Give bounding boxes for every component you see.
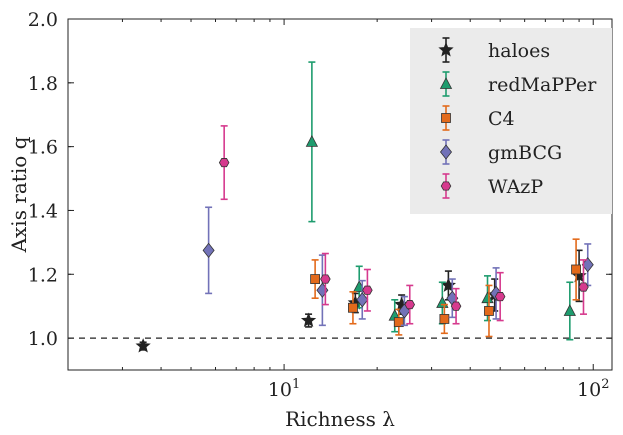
data-point (356, 292, 369, 308)
x-tick-exponent: 2 (601, 377, 609, 392)
legend-marker (439, 77, 453, 89)
data-point (571, 267, 587, 283)
legend-marker (440, 181, 452, 191)
legend-label: gmBCG (488, 142, 562, 164)
data-point (481, 291, 494, 304)
legend-label: haloes (488, 40, 550, 62)
legend: haloes redMaPPer C4 gmBCG WAzP (410, 28, 612, 214)
data-point (484, 306, 494, 316)
data-point (347, 294, 363, 310)
data-point (450, 301, 462, 311)
data-point (362, 285, 373, 295)
legend-item-c4: C4 (441, 105, 515, 131)
legend-marker (438, 42, 454, 57)
data-point (300, 312, 317, 328)
data-point (404, 300, 416, 310)
legend-label: WAzP (488, 176, 543, 198)
legend-item-haloes: haloes (438, 37, 550, 63)
legend-marker (439, 144, 453, 160)
data-point (494, 292, 506, 302)
y-tick-label: 1.2 (28, 264, 58, 286)
x-tick-label: 101 (268, 377, 300, 401)
x-tick-label: 102 (577, 377, 609, 401)
data-point (202, 242, 215, 258)
data-point (394, 296, 410, 312)
data-point (439, 314, 450, 324)
data-point (218, 158, 230, 168)
legend-item-redmapper: redMaPPer (439, 71, 597, 97)
legend-label: redMaPPer (488, 74, 597, 96)
data-point (305, 134, 319, 147)
series-wazp (218, 125, 589, 325)
data-point (563, 304, 576, 316)
x-tick-exponent: 1 (292, 377, 300, 392)
y-tick-label: 1.8 (28, 73, 58, 95)
x-tick-base: 10 (268, 379, 292, 401)
series-redmapper (305, 61, 576, 341)
legend-marker (441, 113, 451, 123)
data-point (348, 302, 358, 313)
data-point (310, 274, 321, 284)
y-axis-label: Axis ratio q (7, 136, 31, 253)
y-tick-label: 2.0 (28, 9, 58, 31)
y-tick-label: 1.6 (28, 137, 58, 159)
legend-item-gmbcg: gmBCG (439, 139, 562, 165)
y-tick-label: 1.0 (28, 328, 58, 350)
series-layer (135, 61, 594, 353)
data-point (578, 282, 589, 292)
y-tick-label: 1.4 (28, 200, 58, 222)
data-point (320, 274, 331, 284)
x-tick-base: 10 (577, 379, 601, 401)
data-point (440, 277, 456, 292)
data-point (571, 264, 581, 275)
legend-label: C4 (488, 108, 515, 130)
data-point (393, 317, 404, 328)
legend-item-wazp: WAzP (440, 173, 543, 199)
legend-items: haloes redMaPPer C4 gmBCG WAzP (438, 37, 597, 199)
x-axis-label: Richness λ (285, 407, 395, 431)
data-point (135, 338, 151, 353)
